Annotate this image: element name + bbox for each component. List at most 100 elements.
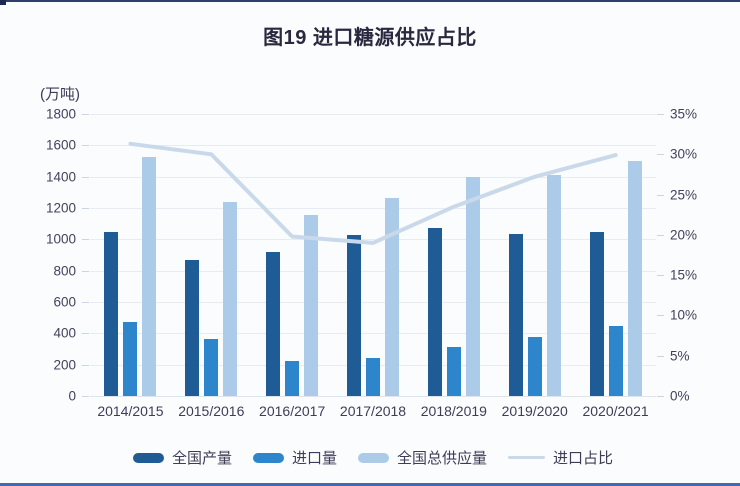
x-axis-label: 2017/2018 — [339, 403, 407, 419]
right-axis-tick-label: 0% — [670, 388, 690, 404]
gridline — [90, 176, 656, 178]
legend-swatch-bar — [358, 452, 389, 463]
bar-进口量 — [285, 360, 300, 396]
right-axis: 0% 5% 10% 15% 20% 25% 30% 35% — [670, 107, 720, 404]
right-tick — [657, 194, 664, 196]
left-axis-tick-label: 1600 — [45, 137, 76, 153]
left-tick — [82, 239, 89, 241]
x-axis-label: 2014/2015 — [97, 403, 164, 419]
left-axis-tick-label: 1000 — [45, 231, 76, 247]
x-axis-label: 2016/2017 — [259, 403, 326, 419]
gridline — [90, 302, 656, 303]
left-tick — [82, 333, 89, 335]
legend-label: 全国产量 — [171, 450, 232, 467]
bar-group — [333, 114, 414, 396]
bar-进口量 — [366, 357, 380, 396]
bar-进口量 — [446, 346, 461, 396]
legend: 全国产量 进口量 全国总供应量 进口占比 — [90, 447, 656, 468]
left-axis-unit-label: (万吨) — [40, 86, 80, 103]
left-tick — [82, 208, 89, 209]
left-axis-tick-label: 1400 — [45, 169, 76, 185]
left-tick — [82, 114, 89, 115]
legend-label: 全国总供应量 — [397, 450, 488, 467]
left-tick — [82, 364, 89, 366]
top-border — [0, 0, 740, 2]
bar-全国总供应量 — [546, 175, 561, 396]
left-axis-tick-label: 800 — [53, 263, 76, 279]
bar-进口量 — [527, 337, 542, 396]
legend-swatch-bar — [132, 452, 164, 463]
left-tick — [82, 176, 89, 178]
line-series-进口占比 — [128, 141, 618, 245]
bar-groups — [90, 114, 656, 396]
left-tick — [82, 145, 89, 147]
x-axis-label: 2018/2019 — [420, 403, 487, 419]
left-tick — [82, 270, 89, 272]
legend-item-进口量: 进口量 — [252, 447, 337, 468]
bar-group — [413, 114, 494, 396]
legend-swatch-bar — [252, 452, 284, 463]
right-tick — [657, 355, 664, 357]
x-axis-label: 2015/2016 — [178, 403, 245, 419]
legend-item-进口占比: 进口占比 — [508, 447, 613, 468]
left-axis-tick-label: 600 — [53, 294, 76, 310]
right-tick — [657, 275, 664, 277]
bar-group — [90, 114, 171, 396]
right-axis-tick-label: 25% — [670, 187, 698, 203]
bar-进口量 — [204, 338, 219, 396]
bar-全国产量 — [185, 260, 200, 396]
x-axis-label: 2019/2020 — [501, 403, 568, 419]
right-axis-tick-label: 30% — [670, 146, 698, 162]
left-axis-tick-label: 400 — [53, 325, 76, 341]
right-axis-tick-label: 5% — [670, 348, 690, 364]
bar-group — [171, 114, 252, 396]
bar-全国总供应量 — [385, 197, 399, 396]
bar-全国产量 — [104, 231, 119, 396]
x-axis-label: 2020/2021 — [582, 403, 649, 419]
bar-全国总供应量 — [142, 157, 157, 396]
right-axis-tick-label: 35% — [670, 106, 698, 122]
bar-全国产量 — [347, 234, 361, 396]
legend-item-全国产量: 全国产量 — [132, 447, 232, 468]
right-tick — [657, 154, 664, 156]
bar-全国总供应量 — [465, 177, 480, 396]
right-axis-tick-label: 20% — [670, 227, 698, 243]
legend-swatch-line — [508, 456, 546, 459]
bar-全国产量 — [266, 251, 281, 396]
right-axis-tick-label: 15% — [670, 267, 698, 283]
x-axis: 2014/2015 2015/2016 2016/2017 2017/2018 2018… — [90, 403, 656, 419]
right-tick — [657, 396, 664, 397]
bar-进口量 — [608, 325, 623, 396]
bar-group — [252, 114, 333, 396]
gridline — [90, 270, 656, 272]
bar-全国产量 — [589, 231, 604, 396]
line-path — [128, 141, 618, 245]
gridline — [90, 239, 656, 241]
right-axis-tick-label: 10% — [670, 307, 698, 323]
gridline — [90, 145, 656, 147]
left-tick — [82, 302, 89, 303]
legend-label: 进口量 — [291, 450, 337, 467]
left-axis-tick-label: 1200 — [45, 200, 76, 216]
gridline — [90, 333, 656, 335]
right-tick — [657, 114, 664, 115]
plot-area — [82, 114, 664, 397]
bar-全国产量 — [427, 228, 442, 396]
left-axis-tick-label: 0 — [68, 388, 76, 404]
left-axis-tick-label: 1800 — [45, 106, 76, 122]
legend-label: 进口占比 — [553, 450, 614, 467]
bar-全国产量 — [508, 233, 523, 396]
left-axis: 0 200 400 600 800 1000 1200 1400 1600 1800 — [0, 107, 76, 404]
bar-全国总供应量 — [223, 201, 238, 396]
bar-group — [575, 114, 656, 396]
chart-title: 图19 进口糖源供应占比 — [263, 27, 477, 49]
right-tick — [657, 234, 664, 236]
legend-item-全国总供应量: 全国总供应量 — [358, 447, 487, 468]
right-tick — [657, 315, 664, 317]
left-tick — [82, 396, 89, 397]
bar-group — [494, 114, 575, 396]
bar-进口量 — [123, 321, 138, 396]
left-axis-tick-label: 200 — [53, 357, 76, 373]
gridline — [90, 114, 656, 115]
